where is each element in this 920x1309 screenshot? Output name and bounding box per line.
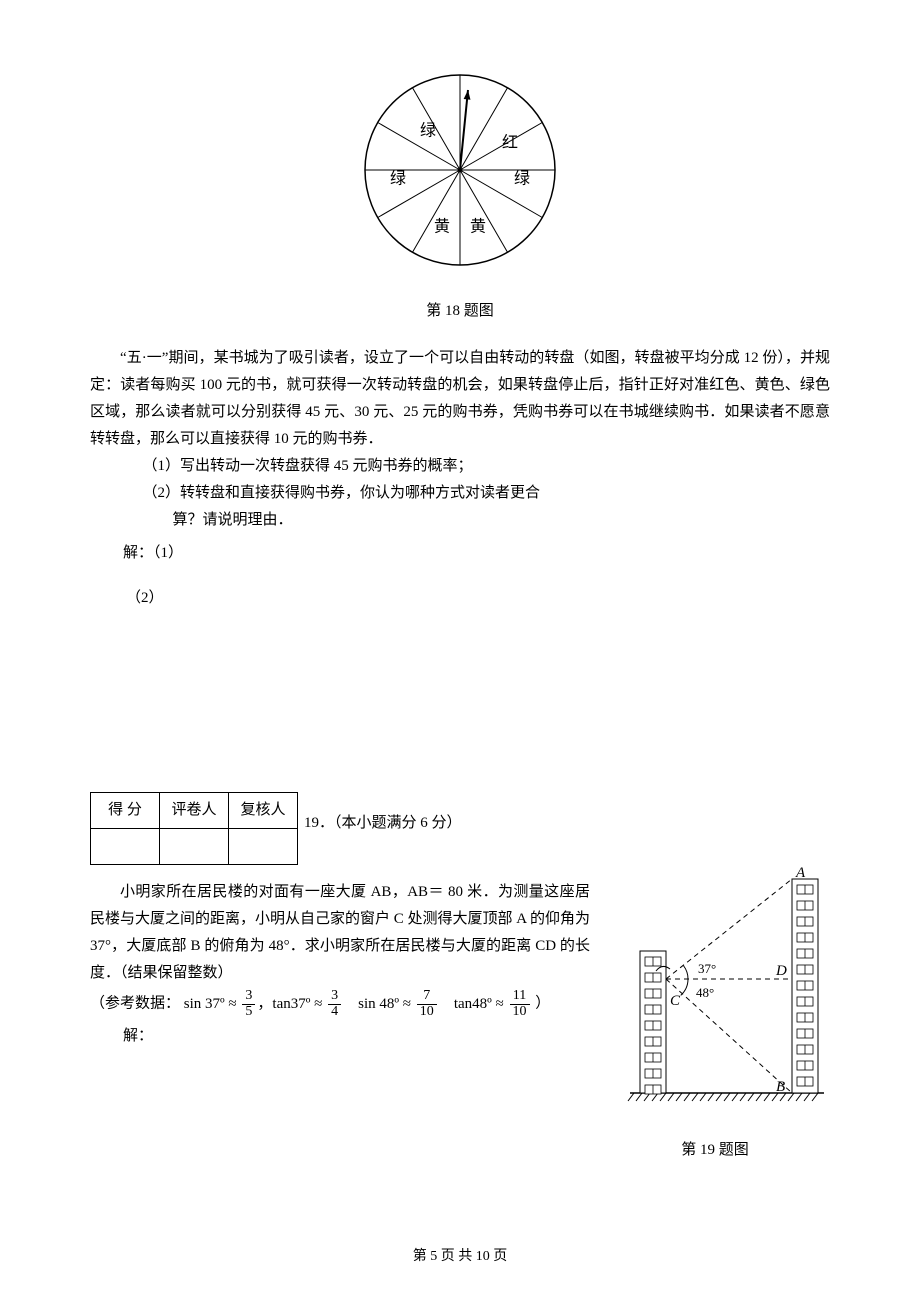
p18-q1: （1）写出转动一次转盘获得 45 元购书券的概率； (90, 453, 830, 480)
p18-ans2: （2） (90, 585, 830, 612)
p19-label: 19．（本小题满分 6 分） (304, 792, 462, 837)
svg-text:黄: 黄 (470, 218, 486, 236)
spinner-svg: 绿红绿绿黄黄 (350, 60, 570, 280)
score-c2 (160, 829, 229, 865)
svg-text:绿: 绿 (390, 170, 406, 188)
p19-approx: sin 37º ≈ 35，tan37º ≈ 34 sin 48º ≈ 710 t… (184, 996, 532, 1012)
svg-text:C: C (670, 993, 681, 1009)
svg-text:绿: 绿 (420, 122, 436, 140)
p19-ref-suffix: ） (535, 996, 550, 1012)
svg-text:D: D (775, 963, 787, 979)
score-c3 (229, 829, 298, 865)
p18-body: “五·一”期间，某书城为了吸引读者，设立了一个可以自由转动的转盘（如图，转盘被平… (90, 345, 830, 453)
spinner-figure: 绿红绿绿黄黄 第 18 题图 (90, 60, 830, 325)
svg-text:48°: 48° (696, 985, 714, 1000)
score-h1: 得 分 (91, 793, 160, 829)
svg-text:B: B (776, 1079, 785, 1095)
building-svg: 37° 48° A D C B (600, 861, 830, 1121)
score-h3: 复核人 (229, 793, 298, 829)
spinner-caption: 第 18 题图 (90, 298, 830, 325)
p19-ref-prefix: （参考数据： (90, 996, 180, 1012)
p19-block: 37°48°ADCB 第 19 题图 小明家所在居民楼的对面有一座大厦 AB，A… (90, 879, 830, 1164)
p18-q2a: （2）转转盘和直接获得购书券，你认为哪种方式对读者更合 (90, 480, 830, 507)
svg-text:A: A (795, 865, 806, 881)
score-table: 得 分 评卷人 复核人 (90, 792, 298, 865)
score-c1 (91, 829, 160, 865)
p18-q2b: 算？请说明理由． (90, 507, 830, 534)
p18-ans1: 解：（1） (90, 540, 830, 567)
svg-text:红: 红 (502, 134, 518, 152)
score-row: 得 分 评卷人 复核人 19．（本小题满分 6 分） (90, 792, 830, 865)
page-footer: 第 5 页 共 10 页 (90, 1244, 830, 1269)
svg-text:37°: 37° (698, 961, 716, 976)
p19-caption: 第 19 题图 (600, 1137, 830, 1164)
svg-text:绿: 绿 (514, 170, 530, 188)
p19-figure: 37° 48° A D C B 第 19 题图 (600, 861, 830, 1164)
score-h2: 评卷人 (160, 793, 229, 829)
svg-text:黄: 黄 (434, 218, 450, 236)
p19-body-text: 小明家所在居民楼的对面有一座大厦 AB，AB＝ 80 米．为测量这座居民楼与大厦… (90, 884, 590, 981)
